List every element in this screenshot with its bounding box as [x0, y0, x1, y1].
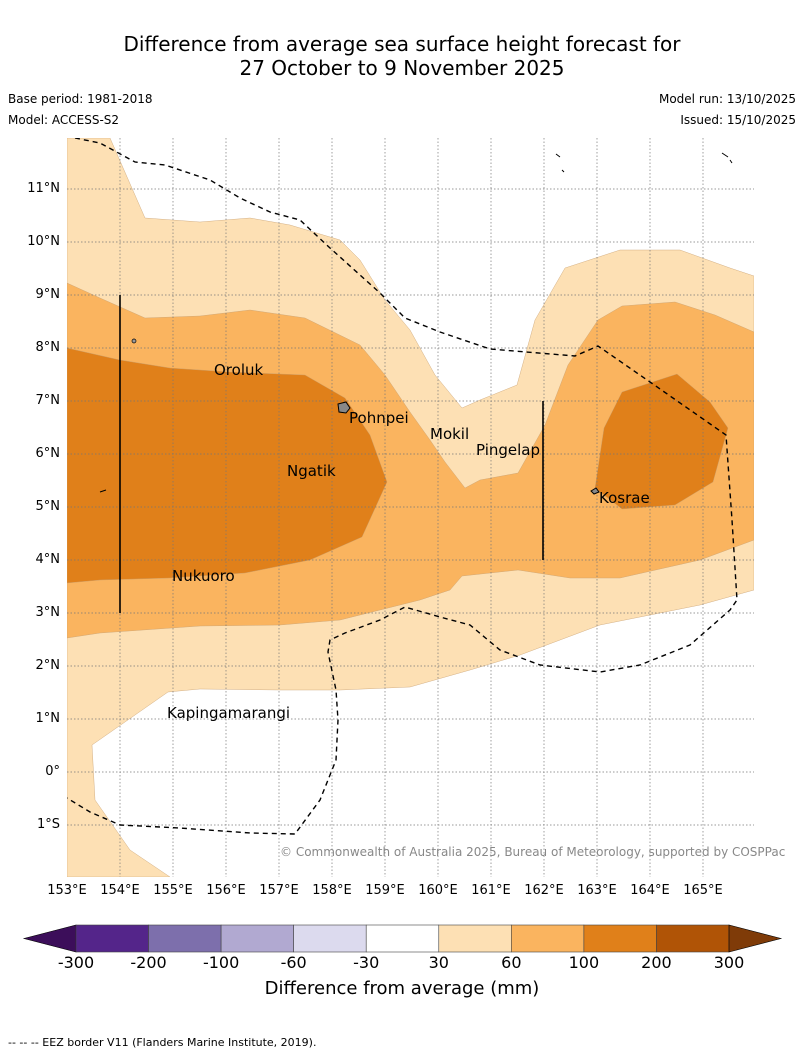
y-tick-label: 1°N — [35, 711, 61, 726]
x-tick-label: 164°E — [630, 883, 670, 898]
y-tick-label: 5°N — [35, 499, 61, 514]
colorbar-extend-low — [22, 924, 77, 953]
y-tick-label: 8°N — [35, 340, 61, 355]
kosrae-island-shape — [590, 487, 600, 495]
colorbar-tick-label: 300 — [713, 953, 745, 972]
y-tick-label: 2°N — [35, 658, 61, 673]
x-tick-label: 161°E — [471, 883, 511, 898]
place-label-ngatik: Ngatik — [287, 462, 336, 480]
small-island-markers-north — [555, 152, 733, 173]
colorbar-tick-label: -30 — [353, 953, 380, 972]
colorbar-segment — [511, 924, 585, 953]
model-name: Model: ACCESS-S2 — [8, 113, 120, 127]
colorbar-tick-label: 100 — [568, 953, 600, 972]
anomaly-region-100-200-east — [594, 373, 729, 510]
small-island-marker-2 — [99, 489, 107, 493]
x-tick-label: 165°E — [683, 883, 723, 898]
place-label-nukuoro: Nukuoro — [172, 567, 235, 585]
colorbar-extend-high — [728, 924, 783, 953]
colorbar-segment — [365, 924, 440, 953]
y-tick-label: 11°N — [27, 181, 60, 196]
place-label-pohnpei: Pohnpei — [349, 409, 409, 427]
y-tick-label: 6°N — [35, 446, 61, 461]
colorbar-tick-label: 200 — [641, 953, 672, 972]
base-period: Base period: 1981-2018 — [8, 92, 153, 106]
y-tick-label: 0° — [45, 764, 60, 779]
title-line-2: 27 October to 9 November 2025 — [239, 56, 565, 80]
place-label-pingelap: Pingelap — [476, 441, 541, 459]
place-label-mokil: Mokil — [430, 425, 470, 443]
x-tick-label: 158°E — [312, 883, 352, 898]
x-tick-label: 153°E — [47, 883, 87, 898]
y-tick-label: 7°N — [35, 393, 61, 408]
place-label-oroluk: Oroluk — [214, 361, 264, 379]
eez-footnote: -- -- -- EEZ border V11 (Flanders Marine… — [8, 1036, 317, 1049]
colorbar-tick-label: 30 — [428, 953, 449, 972]
colorbar-tick-label: -300 — [57, 953, 95, 972]
colorbar-segment — [583, 924, 657, 953]
map-plot-area — [67, 138, 754, 877]
map-title: Difference from average sea surface heig… — [0, 32, 804, 80]
x-tick-label: 159°E — [365, 883, 405, 898]
pohnpei-island-shape — [337, 401, 351, 414]
colorbar-segment — [438, 924, 512, 953]
colorbar-tick-label: 60 — [501, 953, 522, 972]
y-tick-label: 1°S — [36, 817, 60, 832]
colorbar — [22, 924, 783, 953]
copyright-notice: © Commonwealth of Australia 2025, Bureau… — [280, 845, 786, 859]
issued-date: Issued: 15/10/2025 — [680, 113, 796, 127]
y-tick-label: 9°N — [35, 287, 61, 302]
place-label-kosrae: Kosrae — [599, 489, 650, 507]
place-label-kapingamarangi: Kapingamarangi — [167, 704, 291, 722]
small-island-marker — [131, 338, 137, 344]
x-tick-label: 162°E — [524, 883, 564, 898]
colorbar-tick-label: -100 — [202, 953, 240, 972]
title-line-1: Difference from average sea surface heig… — [123, 32, 681, 56]
colorbar-segment — [75, 924, 149, 953]
x-tick-label: 157°E — [259, 883, 299, 898]
y-tick-label: 3°N — [35, 605, 61, 620]
colorbar-segment — [148, 924, 222, 953]
y-tick-label: 4°N — [35, 552, 61, 567]
colorbar-title: Difference from average (mm) — [264, 978, 540, 999]
colorbar-segment — [293, 924, 367, 953]
map-gridlines — [67, 138, 754, 877]
x-tick-label: 155°E — [153, 883, 193, 898]
colorbar-segment — [220, 924, 294, 953]
colorbar-segment — [656, 924, 730, 953]
x-tick-label: 163°E — [577, 883, 617, 898]
model-run: Model run: 13/10/2025 — [658, 92, 796, 106]
x-tick-label: 160°E — [418, 883, 458, 898]
colorbar-tick-label: -60 — [280, 953, 307, 972]
y-tick-label: 10°N — [27, 234, 60, 249]
colorbar-tick-label: -200 — [130, 953, 167, 972]
anomaly-region-100-200-west — [67, 347, 388, 584]
eez-border — [67, 138, 738, 835]
x-tick-label: 154°E — [100, 883, 140, 898]
x-tick-label: 156°E — [206, 883, 246, 898]
